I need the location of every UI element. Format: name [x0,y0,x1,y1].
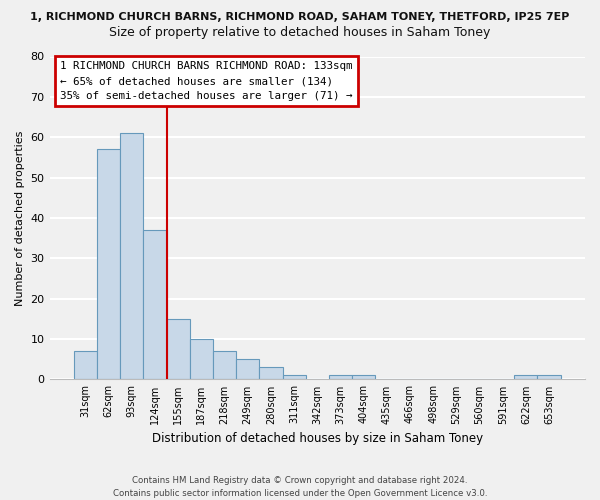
Bar [120,133,143,380]
Bar [352,376,375,380]
Bar [190,339,213,380]
Bar [259,368,283,380]
Text: Size of property relative to detached houses in Saham Toney: Size of property relative to detached ho… [109,26,491,39]
Bar [236,359,259,380]
Bar [213,351,236,380]
Bar [538,376,560,380]
Text: Contains HM Land Registry data © Crown copyright and database right 2024.
Contai: Contains HM Land Registry data © Crown c… [113,476,487,498]
Bar [283,376,305,380]
Bar [143,230,167,380]
Bar [329,376,352,380]
Bar [514,376,538,380]
Text: 1 RICHMOND CHURCH BARNS RICHMOND ROAD: 133sqm
← 65% of detached houses are small: 1 RICHMOND CHURCH BARNS RICHMOND ROAD: 1… [60,62,353,101]
X-axis label: Distribution of detached houses by size in Saham Toney: Distribution of detached houses by size … [152,432,483,445]
Text: 1, RICHMOND CHURCH BARNS, RICHMOND ROAD, SAHAM TONEY, THETFORD, IP25 7EP: 1, RICHMOND CHURCH BARNS, RICHMOND ROAD,… [31,12,569,22]
Bar [74,351,97,380]
Y-axis label: Number of detached properties: Number of detached properties [15,130,25,306]
Bar [167,319,190,380]
Bar [97,150,120,380]
